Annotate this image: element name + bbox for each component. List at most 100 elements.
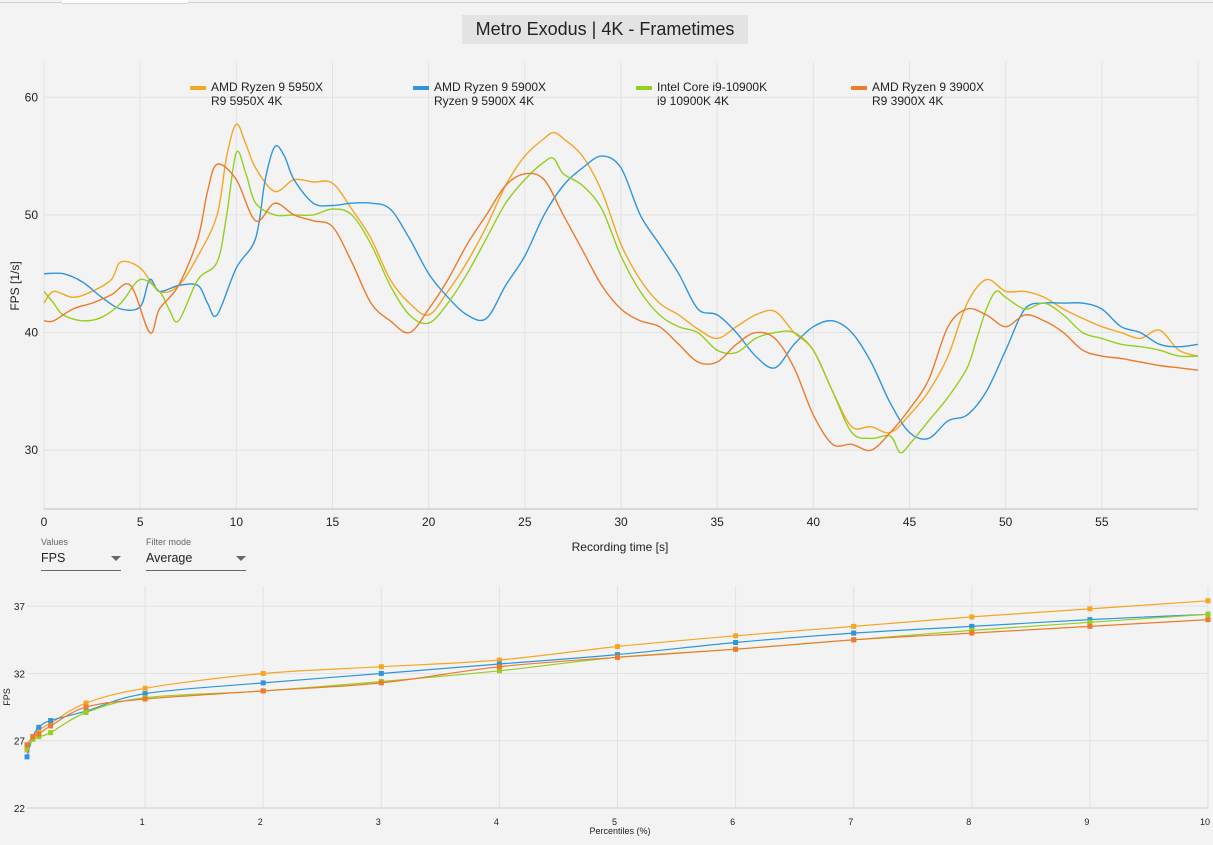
- data-point-r5950: [378, 664, 384, 670]
- y-tick-label: 22: [14, 804, 26, 815]
- x-tick-label: 45: [903, 515, 917, 529]
- filter-mode-dropdown-underline: [146, 570, 246, 571]
- filter-mode-dropdown[interactable]: Filter mode Average: [146, 537, 246, 573]
- x-tick-label: 55: [1095, 515, 1109, 529]
- legend-item-r5950[interactable]: AMD Ryzen 9 5950X R9 5950X 4K: [190, 80, 324, 108]
- data-point-r5900: [260, 680, 266, 686]
- data-point-r3900: [378, 680, 384, 686]
- data-point-r3900: [48, 723, 54, 729]
- data-point-r5900: [1087, 617, 1093, 623]
- data-point-r5900: [851, 630, 857, 636]
- x-tick-label: 7: [848, 817, 853, 827]
- x-tick-label: 10: [1200, 817, 1210, 827]
- x-tick-label: 6: [730, 817, 735, 827]
- x-tick-label: 30: [614, 515, 628, 529]
- x-tick-label: 20: [422, 515, 436, 529]
- data-point-r3900: [1205, 617, 1211, 623]
- data-point-r5900: [733, 640, 739, 646]
- filter-mode-dropdown-label: Filter mode: [146, 537, 192, 547]
- data-point-i10900: [24, 744, 30, 750]
- y-tick-label: 32: [14, 669, 26, 680]
- x-tick-label: 3: [376, 817, 381, 827]
- chart-title: Metro Exodus | 4K - Frametimes: [462, 15, 748, 44]
- data-point-r3900: [1087, 623, 1093, 629]
- active-tab[interactable]: [62, 0, 188, 4]
- x-tick-label: 5: [612, 817, 617, 827]
- filter-mode-dropdown-value: Average: [146, 551, 193, 565]
- data-point-r5900: [36, 724, 42, 730]
- data-point-r5900: [969, 623, 975, 629]
- y-tick-label: 30: [25, 443, 39, 457]
- chevron-down-icon: [111, 556, 121, 561]
- x-tick-label: 40: [807, 515, 821, 529]
- data-point-r5950: [1205, 598, 1211, 604]
- legend-sublabel-r3900: R9 3900X 4K: [872, 94, 944, 108]
- values-dropdown-value: FPS: [41, 551, 66, 565]
- legend-sublabel-i10900: i9 10900K 4K: [657, 94, 730, 108]
- legend-swatch-r3900: [851, 86, 867, 90]
- series-line-r5900: [26, 613, 1209, 758]
- x-tick-label: 4: [494, 817, 499, 827]
- data-point-r5950: [969, 614, 975, 620]
- data-point-r5950: [615, 644, 620, 650]
- data-point-i10900: [1205, 611, 1211, 617]
- y-axis-label: FPS: [2, 688, 12, 706]
- data-point-r3900: [83, 704, 89, 710]
- legend-item-r5900[interactable]: AMD Ryzen 9 5900X Ryzen 9 5900X 4K: [413, 80, 546, 108]
- data-point-i10900: [48, 730, 54, 736]
- data-point-i10900: [36, 734, 42, 740]
- data-point-r5900: [378, 670, 384, 676]
- data-point-r5900: [142, 691, 148, 697]
- x-tick-label: 35: [710, 515, 724, 529]
- data-point-r3900: [30, 734, 36, 740]
- data-point-r3900: [260, 688, 266, 694]
- values-dropdown-label: Values: [41, 537, 68, 547]
- data-point-r3900: [142, 696, 148, 702]
- data-point-r3900: [615, 654, 620, 660]
- legend-label-i10900: Intel Core i9-10900K: [657, 80, 768, 94]
- window-top-border: [0, 2, 1213, 3]
- x-axis-label: Percentiles (%): [589, 826, 650, 836]
- legend-item-r3900[interactable]: AMD Ryzen 9 3900X R9 3900X 4K: [851, 80, 984, 108]
- y-axis-label: FPS [1/s]: [8, 261, 22, 310]
- legend-swatch-i10900: [636, 86, 652, 90]
- series-line-r5950: [26, 600, 1209, 751]
- legend-swatch-r5900: [413, 86, 429, 90]
- data-point-r5950: [496, 657, 502, 663]
- data-point-r5900: [24, 754, 30, 760]
- x-tick-label: 25: [518, 515, 532, 529]
- y-tick-label: 40: [25, 326, 39, 340]
- x-tick-label: 10: [230, 515, 244, 529]
- x-tick-label: 0: [41, 515, 48, 529]
- data-point-r3900: [851, 637, 857, 643]
- series-line-r5900: [43, 145, 1199, 440]
- series-line-i10900: [26, 613, 1209, 748]
- series-line-i10900: [43, 150, 1199, 454]
- data-point-r5950: [1087, 606, 1093, 612]
- values-dropdown[interactable]: Values FPS: [41, 537, 121, 573]
- values-dropdown-underline: [41, 570, 121, 571]
- y-tick-label: 37: [14, 602, 26, 613]
- data-point-r5950: [733, 633, 739, 639]
- data-point-r5950: [36, 727, 42, 733]
- series-line-r5950: [43, 123, 1199, 434]
- data-point-r3900: [24, 742, 30, 748]
- x-tick-label: 1: [140, 817, 145, 827]
- data-point-i10900: [969, 627, 975, 633]
- legend-item-i10900[interactable]: Intel Core i9-10900K i9 10900K 4K: [636, 80, 768, 108]
- data-point-r5950: [48, 720, 54, 726]
- x-tick-label: 2: [258, 817, 263, 827]
- data-point-i10900: [30, 736, 36, 742]
- y-tick-label: 50: [25, 208, 39, 222]
- data-point-r5950: [142, 685, 148, 691]
- y-tick-label: 27: [14, 737, 26, 748]
- legend-label-r5950: AMD Ryzen 9 5950X: [211, 80, 324, 94]
- chevron-down-icon: [236, 556, 246, 561]
- data-point-r3900: [496, 664, 502, 670]
- legend-swatch-r5950: [190, 86, 206, 90]
- data-point-r5900: [496, 661, 502, 667]
- x-tick-label: 50: [999, 515, 1013, 529]
- series-line-r3900: [26, 619, 1209, 746]
- data-point-i10900: [83, 709, 89, 715]
